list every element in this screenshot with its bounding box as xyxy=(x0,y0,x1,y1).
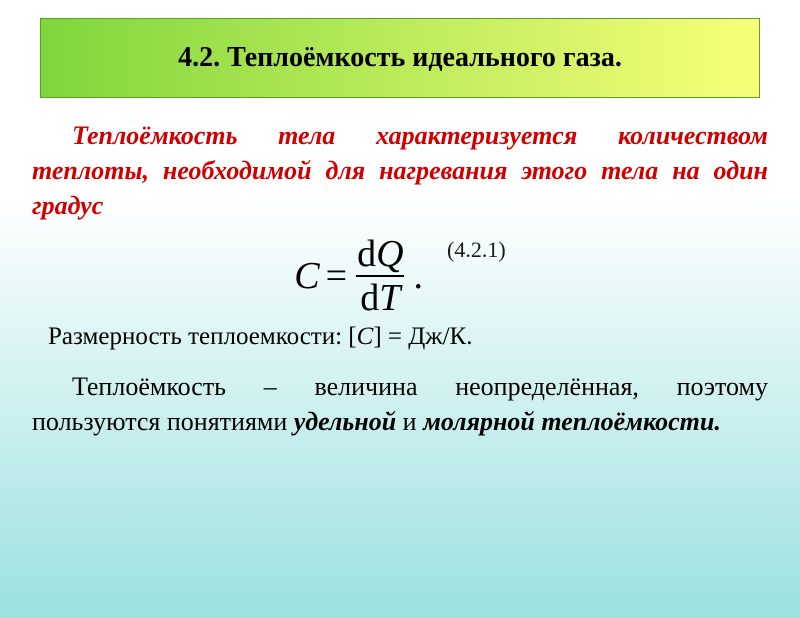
slide: 4.2. Теплоёмкость идеального газа. Тепло… xyxy=(0,18,800,618)
note-bold1: удельной xyxy=(294,407,396,436)
den-d: d xyxy=(360,277,379,319)
equation-number: (4.2.1) xyxy=(447,237,506,263)
dimension-line: Размерность теплоемкости: [C] = Дж/К. xyxy=(32,323,768,351)
slide-title: 4.2. Теплоёмкость идеального газа. xyxy=(178,42,622,74)
slide-body: Теплоёмкость тела характеризуется количе… xyxy=(0,98,800,439)
formula-period: . xyxy=(414,254,424,298)
formula-lhs: C xyxy=(294,254,319,298)
num-var: Q xyxy=(376,233,403,275)
note-mid: и xyxy=(396,407,423,436)
heat-capacity-formula: C = dQ dT . xyxy=(294,235,423,317)
dimension-var: C xyxy=(357,323,374,350)
formula-fraction: dQ dT xyxy=(353,235,407,317)
definition-text: Теплоёмкость тела характеризуется количе… xyxy=(32,118,768,223)
formula-row: C = dQ dT . (4.2.1) xyxy=(32,235,768,317)
dimension-prefix: Размерность теплоемкости: [ xyxy=(48,323,357,350)
fraction-numerator: dQ xyxy=(353,235,407,275)
note-paragraph: Теплоёмкость – величина неопределённая, … xyxy=(32,369,768,439)
num-d: d xyxy=(357,233,376,275)
fraction-denominator: dT xyxy=(356,275,404,317)
dimension-suffix: ] = Дж/К. xyxy=(373,323,472,350)
note-bold2: молярной теплоёмкости. xyxy=(423,407,721,436)
equation-number-text: (4.2.1) xyxy=(447,237,506,262)
slide-header: 4.2. Теплоёмкость идеального газа. xyxy=(40,18,760,98)
formula-eq: = xyxy=(326,254,347,298)
den-var: T xyxy=(379,277,400,319)
